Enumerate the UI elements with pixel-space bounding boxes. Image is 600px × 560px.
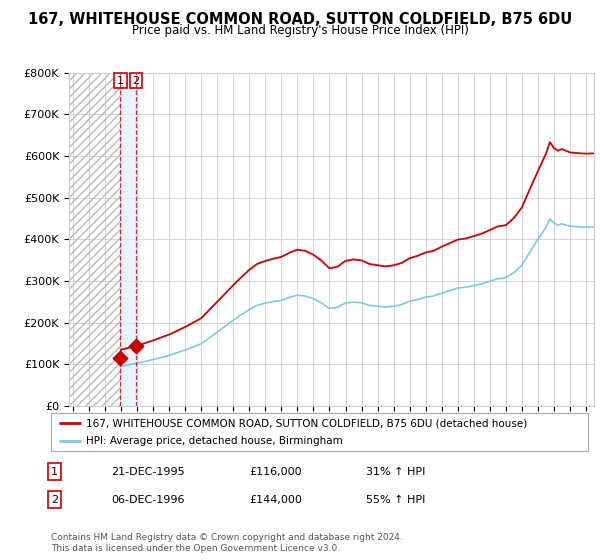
Text: £116,000: £116,000 — [249, 466, 302, 477]
Text: 55% ↑ HPI: 55% ↑ HPI — [366, 494, 425, 505]
Bar — [121, 73, 136, 406]
Text: 31% ↑ HPI: 31% ↑ HPI — [366, 466, 425, 477]
Text: 06-DEC-1996: 06-DEC-1996 — [111, 494, 185, 505]
Text: 2: 2 — [51, 494, 58, 505]
Text: HPI: Average price, detached house, Birmingham: HPI: Average price, detached house, Birm… — [86, 436, 343, 446]
Bar — [69, 73, 121, 406]
Text: 1: 1 — [117, 76, 124, 86]
Point — [116, 353, 125, 362]
Point — [131, 342, 140, 351]
Text: 21-DEC-1995: 21-DEC-1995 — [111, 466, 185, 477]
Text: 2: 2 — [132, 76, 139, 86]
Text: 167, WHITEHOUSE COMMON ROAD, SUTTON COLDFIELD, B75 6DU (detached house): 167, WHITEHOUSE COMMON ROAD, SUTTON COLD… — [86, 418, 527, 428]
Text: Price paid vs. HM Land Registry's House Price Index (HPI): Price paid vs. HM Land Registry's House … — [131, 24, 469, 37]
Text: Contains HM Land Registry data © Crown copyright and database right 2024.
This d: Contains HM Land Registry data © Crown c… — [51, 533, 403, 553]
Text: £144,000: £144,000 — [249, 494, 302, 505]
Text: 1: 1 — [51, 466, 58, 477]
Text: 167, WHITEHOUSE COMMON ROAD, SUTTON COLDFIELD, B75 6DU: 167, WHITEHOUSE COMMON ROAD, SUTTON COLD… — [28, 12, 572, 27]
